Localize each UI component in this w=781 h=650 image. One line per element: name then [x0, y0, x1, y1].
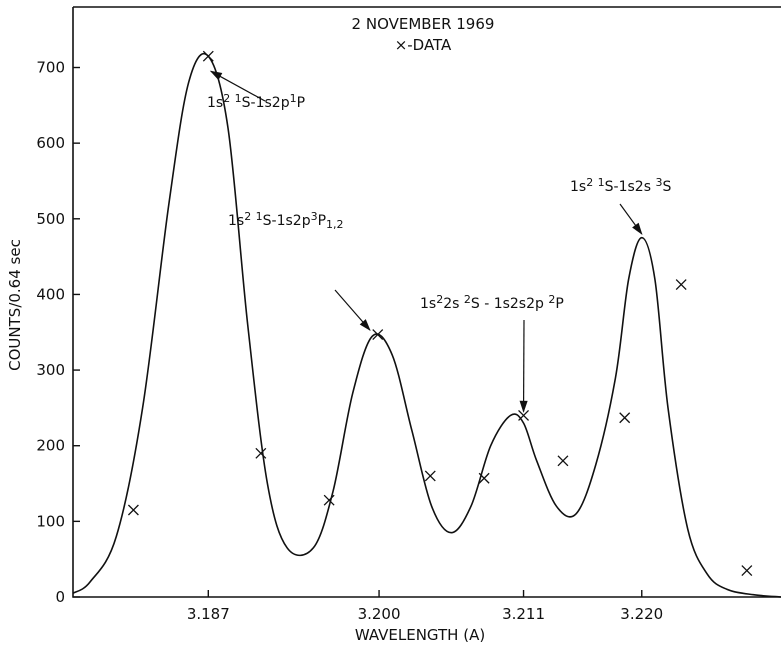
annotation-text-part: P	[555, 296, 563, 312]
annotation-label: 1s22s 2S - 1s2s2p 2P	[420, 293, 564, 312]
annotation-text-part: 2	[548, 293, 555, 306]
fit-curve	[72, 52, 781, 598]
line-annotation: 1s2 1S-1s2s 3S	[570, 176, 671, 235]
annotation-text-part: S	[662, 179, 671, 195]
y-tick-label: 200	[36, 437, 65, 455]
data-point	[255, 447, 267, 459]
annotation-label: 1s2 1S-1s2p3P1,2	[228, 210, 344, 231]
annotation-arrowhead	[632, 222, 643, 235]
y-tick-label: 0	[55, 588, 65, 606]
data-point	[557, 455, 569, 467]
data-point	[372, 329, 384, 340]
fit-curve-group	[72, 52, 781, 598]
tick-group: 0 100 200 300 400 500 600 700 3.187 3.200 3.211 3.2…	[36, 59, 663, 623]
x-tick-label: 3.220	[620, 605, 663, 623]
annotation-text-part: 3	[311, 210, 318, 223]
annotation-text-part: 1s	[228, 213, 244, 229]
annotation-text-part: S - 1s2s2p	[471, 296, 549, 312]
y-tick-label: 400	[36, 285, 65, 303]
annotation-text-part: S-1s2p	[263, 213, 311, 229]
annotation-text-part: 1	[235, 92, 242, 105]
y-tick-label: 100	[36, 512, 65, 530]
annotation-text-part: 2s	[443, 296, 464, 312]
annotation-text-part: 1	[598, 176, 605, 189]
annotation-arrowhead	[359, 319, 371, 331]
annotation-arrowhead	[519, 400, 528, 413]
x-tick-label: 3.187	[187, 605, 230, 623]
x-tick-label: 3.211	[502, 605, 545, 623]
data-point	[202, 50, 214, 62]
annotation-text-part: 2	[436, 293, 443, 306]
data-points-group	[127, 50, 753, 576]
annotation-text-part: 2	[586, 176, 593, 189]
data-point	[424, 470, 436, 482]
annotation-arrowhead	[209, 70, 223, 81]
annotation-label: 1s2 1S-1s2p1P	[207, 92, 305, 111]
annotation-text-part: 2	[464, 293, 471, 306]
chart-subtitle: ×-DATA	[395, 36, 452, 54]
x-tick-label: 3.200	[358, 605, 401, 623]
y-axis-label: COUNTS/0.64 sec	[6, 239, 24, 371]
annotation-text-part: 3	[655, 176, 662, 189]
annotation-text-part: P	[297, 95, 305, 111]
annotation-text-part: 2	[223, 92, 230, 105]
data-point	[478, 472, 490, 484]
data-point	[127, 504, 139, 516]
data-point	[675, 279, 687, 291]
x-axis-label: WAVELENGTH (A)	[355, 626, 485, 644]
data-point	[518, 410, 530, 421]
data-point	[323, 494, 335, 506]
y-tick-label: 600	[36, 134, 65, 152]
annotation-text-part: P	[318, 213, 326, 229]
annotation-text-part: S-1s2p	[242, 95, 290, 111]
annotation-text-part: 2	[244, 210, 251, 223]
chart-title: 2 NOVEMBER 1969	[352, 15, 495, 33]
y-tick-label: 700	[36, 59, 65, 77]
data-point	[741, 565, 753, 576]
annotation-text-part: 1s	[207, 95, 223, 111]
annotation-text-part: S-1s2s	[605, 179, 656, 195]
y-tick-label: 300	[36, 361, 65, 379]
annotation-text-part: 1,2	[326, 218, 344, 231]
y-tick-label: 500	[36, 210, 65, 228]
annotation-text-part: 1s	[570, 179, 586, 195]
annotation-text-part: 1	[290, 92, 297, 105]
line-annotation: 1s22s 2S - 1s2s2p 2P	[420, 293, 564, 413]
annotation-text-part: 1s	[420, 296, 436, 312]
data-point	[619, 412, 631, 424]
line-annotation: 1s2 1S-1s2p3P1,2	[228, 210, 371, 331]
annotation-text-part: 1	[256, 210, 263, 223]
annotation-label: 1s2 1S-1s2s 3S	[570, 176, 671, 195]
line-annotation: 1s2 1S-1s2p1P	[207, 70, 305, 111]
